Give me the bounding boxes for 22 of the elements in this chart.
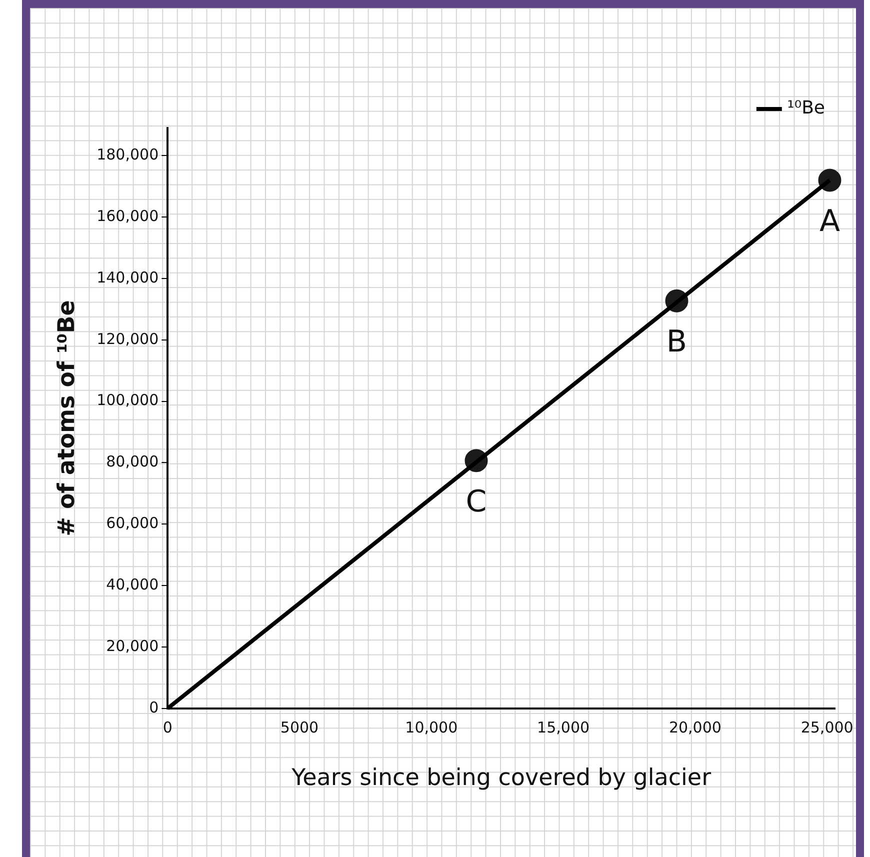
y-tick-label: 60,000 [106,514,159,532]
x-tick-label: 0 [162,718,172,736]
x-tick-label: 10,000 [405,718,458,736]
y-tick-label: 80,000 [106,452,159,471]
y-tick-label: 100,000 [96,391,159,410]
y-tick-label: 20,000 [106,636,159,655]
y-tick-label: 40,000 [106,575,159,594]
legend-label: ¹⁰Be [787,98,826,119]
y-tick-label: 0 [149,698,159,716]
y-axis-title: # of atoms of ¹⁰Be [54,300,80,536]
x-tick-label: 5000 [280,718,319,736]
y-tick-label: 120,000 [96,330,159,348]
annotation: B [666,324,688,360]
x-axis-title: Years since being covered by glacier [290,765,712,792]
y-tick-label: 140,000 [96,268,159,286]
annotation: C [466,484,487,520]
annotation: A [819,204,840,239]
x-tick-label: 15,000 [537,718,590,736]
y-tick-label: 180,000 [96,146,159,164]
x-tick-label: 20,000 [668,718,722,736]
x-tick-label: 25,000 [800,718,854,736]
y-tick-label: 160,000 [96,206,159,225]
